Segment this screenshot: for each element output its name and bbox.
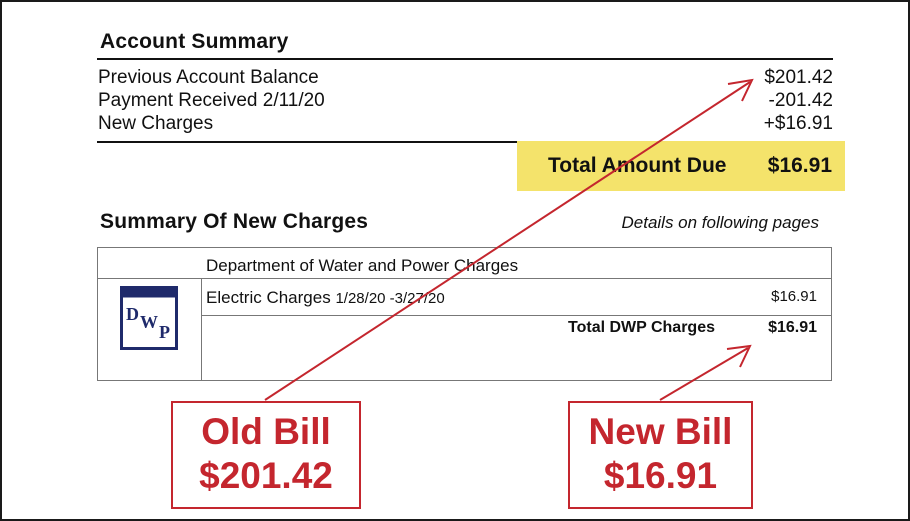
row-amount: $201.42 <box>764 67 833 88</box>
total-dwp-charges-label: Total DWP Charges <box>568 319 715 336</box>
account-summary-top-rule <box>97 58 833 60</box>
electric-charges-text: Electric Charges <box>206 288 331 307</box>
total-due-amount: $16.91 <box>767 154 832 177</box>
electric-charges-label: Electric Charges 1/28/20 -3/27/20 <box>206 288 445 308</box>
row-amount: -201.42 <box>768 90 833 111</box>
new-bill-label: New Bill <box>588 411 733 452</box>
details-note: Details on following pages <box>621 213 819 232</box>
new-charges-title: Summary Of New Charges <box>100 210 369 233</box>
account-summary-title: Account Summary <box>100 30 289 53</box>
electric-charges-amount: $16.91 <box>771 288 817 305</box>
dwp-charges-table: Department of Water and Power Charges El… <box>97 247 832 381</box>
total-due-label: Total Amount Due <box>548 154 727 177</box>
account-row-previous-balance: Previous Account Balance $201.42 <box>98 67 833 90</box>
old-bill-amount: $201.42 <box>199 455 333 496</box>
row-label: Payment Received 2/11/20 <box>98 90 325 111</box>
row-label: New Charges <box>98 113 214 134</box>
new-bill-amount: $16.91 <box>603 455 718 496</box>
department-title: Department of Water and Power Charges <box>206 256 519 275</box>
logo-letter: P <box>159 322 170 342</box>
table-divider <box>98 278 831 279</box>
row-label: Previous Account Balance <box>98 67 319 88</box>
old-bill-callout: Old Bill $201.42 <box>171 401 361 509</box>
new-bill-callout: New Bill $16.91 <box>568 401 753 509</box>
electric-charges-dates: 1/28/20 -3/27/20 <box>335 290 445 307</box>
table-divider <box>201 278 202 380</box>
dwp-logo-icon: D W P <box>120 286 178 350</box>
total-dwp-charges-amount: $16.91 <box>768 319 817 336</box>
old-bill-label: Old Bill <box>201 411 331 452</box>
account-row-new-charges: New Charges +$16.91 <box>98 113 833 136</box>
logo-letter: D <box>126 304 139 324</box>
row-amount: +$16.91 <box>763 113 833 134</box>
table-divider <box>202 315 831 316</box>
total-amount-due-highlight: Total Amount Due $16.91 <box>517 141 845 191</box>
logo-letter: W <box>140 312 158 332</box>
account-row-payment-received: Payment Received 2/11/20 -201.42 <box>98 90 833 113</box>
